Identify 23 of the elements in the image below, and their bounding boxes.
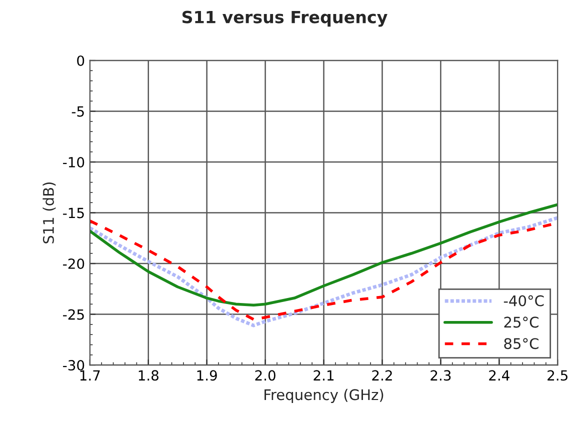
x-tick-label: 2.2: [372, 370, 392, 380]
x-tick-label: 2.1: [314, 370, 334, 380]
x-tick-label: 2.5: [548, 370, 568, 381]
x-tick-label: 2.4: [489, 370, 510, 380]
x-axis-title: Frequency (GHz): [264, 388, 384, 404]
legend-label: -40°C: [504, 295, 544, 306]
y-tick-label: -25: [63, 309, 84, 320]
y-tick-label: 0: [77, 55, 84, 66]
x-tick-label: 1.9: [197, 370, 217, 381]
line-series: [90, 203, 558, 307]
x-tick-label: 1.8: [138, 370, 158, 381]
y-tick-label: -5: [72, 106, 84, 117]
x-tick-label: 1.7: [80, 370, 100, 380]
x-tick-label: 2.3: [430, 370, 451, 381]
y-tick-label: -15: [63, 208, 84, 218]
legend-label: 85°C: [504, 338, 538, 350]
y-tick-label: -20: [63, 258, 84, 270]
y-tick-label: -10: [63, 156, 84, 168]
y-axis-title: S11 (dB): [42, 182, 56, 244]
y-tick-label: -30: [63, 360, 84, 371]
chart-title: S11 versus Frequency: [182, 10, 388, 27]
legend-label: 25°C: [504, 316, 538, 328]
x-tick-label: 2.0: [255, 370, 276, 381]
